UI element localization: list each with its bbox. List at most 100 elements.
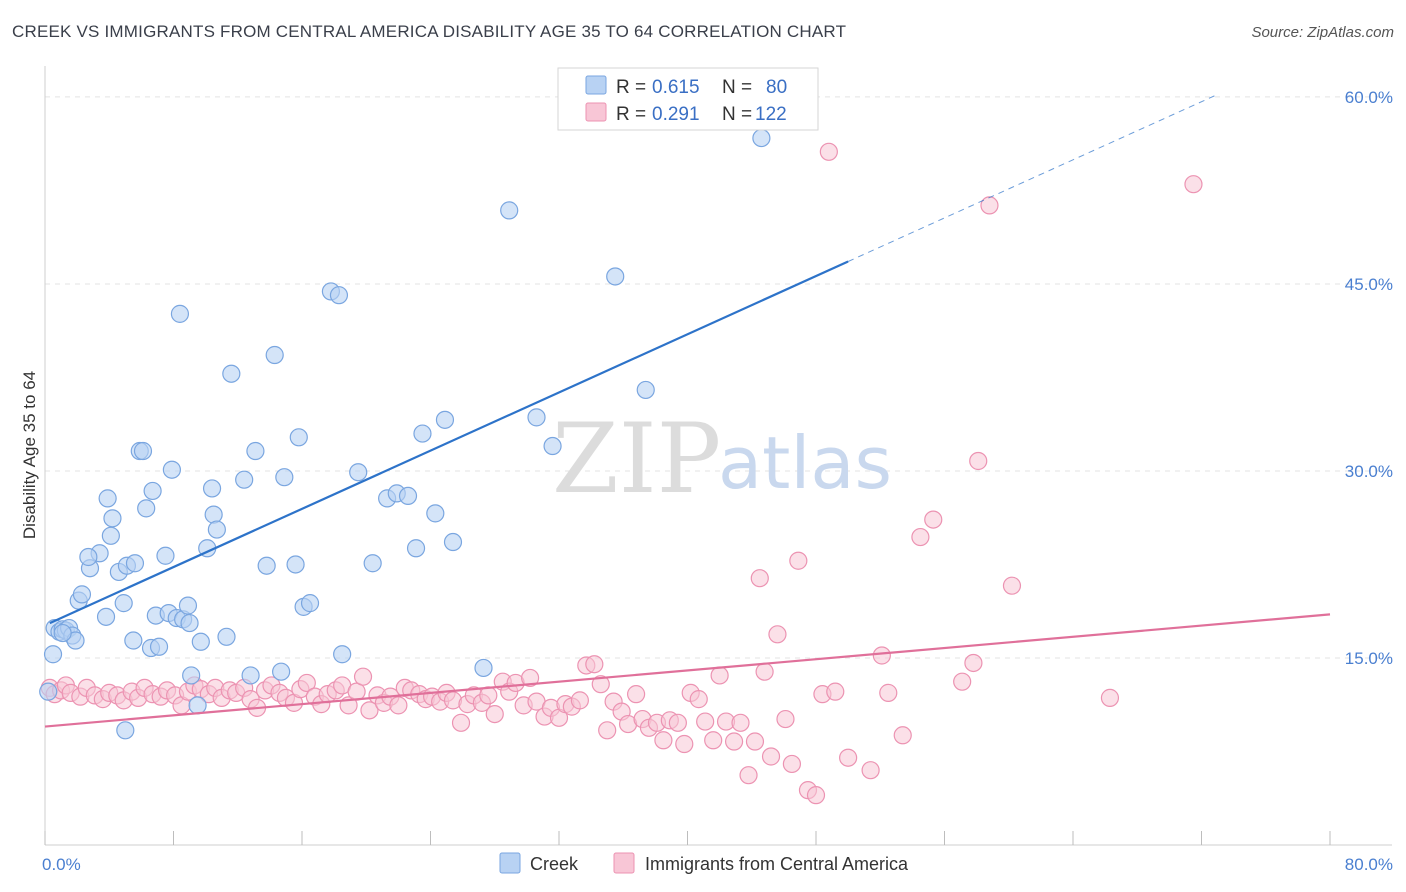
creek-point xyxy=(636,380,655,400)
creek-point xyxy=(43,645,63,664)
creek-point xyxy=(406,539,426,558)
immigrants-point xyxy=(924,510,943,529)
legend-imm-r-label: R = xyxy=(616,104,646,125)
immigrants-point xyxy=(1002,576,1022,595)
legend-swatch-creek xyxy=(585,75,607,95)
grid-lines xyxy=(45,96,1392,659)
y-tick-labels: 15.0% 30.0% 45.0% 60.0% xyxy=(1345,88,1393,668)
legend-swatch-immigrants xyxy=(585,102,607,122)
immigrants-point xyxy=(768,625,787,644)
creek-point xyxy=(543,436,562,456)
immigrants-point xyxy=(451,713,471,732)
creek-point xyxy=(265,345,284,365)
creek-point xyxy=(329,286,349,305)
immigrants-point xyxy=(1100,688,1120,707)
immigrants-point xyxy=(654,731,673,750)
immigrants-point xyxy=(969,451,988,471)
immigrants-point xyxy=(826,682,845,701)
creek-point xyxy=(202,479,222,498)
immigrants-point xyxy=(789,551,808,570)
creek-point xyxy=(222,364,241,383)
immigrants-trend-line xyxy=(44,613,1331,728)
x-tick-labels: 0.0% 80.0% xyxy=(42,855,1393,874)
creek-point xyxy=(246,441,265,461)
y-tick-label: 15.0% xyxy=(1345,649,1393,668)
y-tick-label: 60.0% xyxy=(1345,88,1393,107)
immigrants-point xyxy=(710,666,729,685)
immigrants-point xyxy=(598,721,617,740)
creek-point xyxy=(124,631,143,650)
immigrants-point xyxy=(696,712,715,731)
legend-imm-n-label: N = xyxy=(722,104,752,125)
axes xyxy=(44,66,1392,846)
creek-point xyxy=(257,556,276,575)
immigrants-point xyxy=(689,690,708,709)
legend-creek-r-value: 0.615 xyxy=(652,77,700,98)
y-tick-label: 30.0% xyxy=(1345,462,1393,481)
immigrants-point xyxy=(980,196,999,215)
creek-point xyxy=(241,666,260,685)
creek-point xyxy=(79,547,98,567)
creek-point xyxy=(137,499,156,518)
immigrants-point xyxy=(585,655,604,674)
creek-point xyxy=(204,505,223,524)
immigrants-point xyxy=(675,734,694,754)
y-axis-title: Disability Age 35 to 64 xyxy=(20,371,39,539)
immigrants-point xyxy=(1184,175,1203,194)
legend-creek-n-value: 80 xyxy=(766,77,787,98)
immigrants-point xyxy=(297,673,316,693)
source-label: Source: ZipAtlas.com xyxy=(1251,24,1394,41)
creek-point xyxy=(72,585,92,604)
creek-point xyxy=(349,463,368,482)
creek-point xyxy=(272,662,291,681)
creek-point xyxy=(101,526,120,545)
watermark: ZIP atlas xyxy=(552,403,892,515)
creek-point xyxy=(156,546,175,565)
creek-point xyxy=(53,623,72,643)
y-tick-label: 45.0% xyxy=(1345,275,1393,294)
immigrants-point xyxy=(806,786,826,805)
creek-point xyxy=(500,201,519,220)
immigrants-point xyxy=(353,667,373,686)
immigrants-point xyxy=(724,732,744,751)
creek-points xyxy=(39,128,771,740)
x-tick-label: 80.0% xyxy=(1345,855,1393,874)
trend-lines xyxy=(44,93,1331,728)
creek-point xyxy=(286,555,305,574)
immigrants-point xyxy=(819,142,838,161)
immigrants-point xyxy=(626,685,646,704)
creek-point xyxy=(398,486,418,506)
creek-trend-line xyxy=(49,260,849,625)
bottom-legend-swatch-creek xyxy=(499,852,521,874)
immigrants-point xyxy=(485,704,504,724)
immigrants-point xyxy=(591,675,610,694)
immigrants-point xyxy=(745,732,765,751)
immigrants-point xyxy=(570,691,589,710)
immigrants-point xyxy=(879,683,898,702)
creek-point xyxy=(474,658,493,678)
creek-point xyxy=(133,441,153,461)
watermark-zip: ZIP xyxy=(552,403,721,515)
creek-point xyxy=(752,128,771,148)
creek-point xyxy=(235,470,254,489)
chart-title: CREEK VS IMMIGRANTS FROM CENTRAL AMERICA… xyxy=(12,22,847,41)
creek-point xyxy=(217,627,236,646)
creek-point xyxy=(426,504,445,523)
creek-point xyxy=(96,607,116,626)
immigrants-point xyxy=(964,653,983,673)
watermark-atlas: atlas xyxy=(718,421,892,505)
bottom-legend-swatch-immigrants xyxy=(613,852,635,874)
creek-point xyxy=(363,554,382,573)
immigrants-point xyxy=(668,713,687,732)
creek-point xyxy=(114,594,133,613)
creek-point xyxy=(188,696,207,715)
creek-point xyxy=(435,410,455,429)
immigrants-point xyxy=(360,701,379,720)
immigrants-point xyxy=(839,748,858,767)
immigrants-point xyxy=(755,662,774,681)
creek-point xyxy=(162,460,181,479)
immigrants-point xyxy=(739,766,758,785)
creek-point xyxy=(180,613,199,633)
top-legend: R = 0.615 N = 80 R = 0.291 N = 122 xyxy=(557,67,819,131)
